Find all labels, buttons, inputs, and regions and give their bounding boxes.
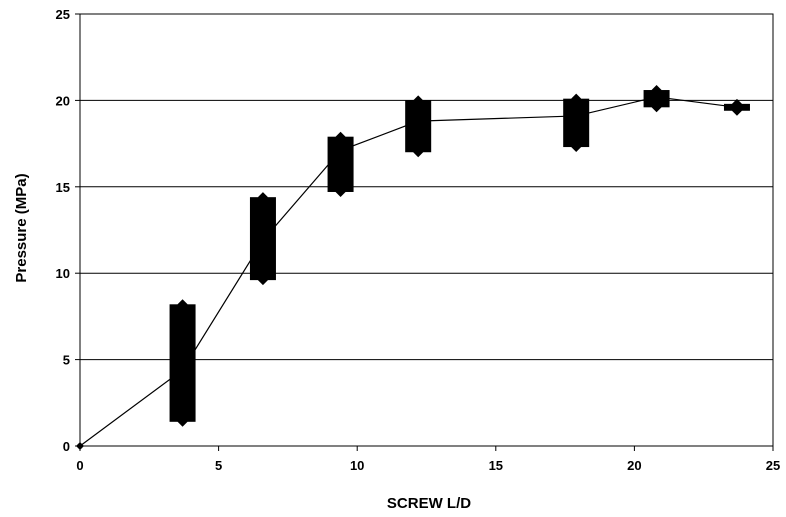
data-point-4: [414, 117, 423, 126]
data-point-1: [178, 365, 187, 374]
axes: [75, 13, 774, 451]
data-point-3: [336, 146, 345, 155]
range-bar-2: [327, 136, 354, 192]
plot-frame: [79, 13, 774, 447]
x-tick-label: 0: [76, 458, 83, 473]
range-high-marker-1: [257, 192, 268, 203]
range-high-marker-2: [335, 131, 346, 142]
data-series: [76, 92, 741, 450]
y-tick-label: 25: [56, 7, 70, 22]
x-tick-label: 25: [766, 458, 780, 473]
range-bar-0: [169, 304, 196, 422]
data-point-6: [652, 92, 661, 101]
y-tick-label: 15: [56, 180, 70, 195]
range-low-marker-3: [413, 147, 424, 158]
range-bar-4: [563, 98, 590, 148]
range-bar-3: [405, 100, 432, 153]
x-tick-label: 10: [350, 458, 364, 473]
x-tick-label: 20: [627, 458, 641, 473]
y-tick-label: 10: [56, 266, 70, 281]
range-low-marker-0: [177, 416, 188, 427]
data-point-5: [572, 111, 581, 120]
range-low-marker-2: [335, 186, 346, 197]
y-tick-label: 20: [56, 93, 70, 108]
data-point-7: [732, 103, 741, 112]
series-line-0: [79, 96, 738, 447]
x-tick-label: 5: [215, 458, 222, 473]
y-axis-title: Pressure (MPa): [13, 173, 30, 282]
tick-labels: 0 5 10 15 20 25 0 5 10 15 20 25: [56, 7, 781, 473]
y-tick-label: 0: [63, 439, 70, 454]
range-low-marker-4: [571, 142, 582, 153]
range-high-marker-4: [571, 93, 582, 104]
y-tick-label: 5: [63, 353, 70, 368]
data-point-2: [258, 236, 267, 245]
range-high-marker-0: [177, 299, 188, 310]
range-low-marker-5: [651, 102, 662, 113]
range-low-marker-1: [257, 275, 268, 286]
x-axis-title: SCREW L/D: [387, 495, 471, 512]
range-bars: [169, 85, 750, 427]
range-high-marker-5: [651, 85, 662, 96]
range-high-marker-3: [413, 95, 424, 106]
x-tick-label: 15: [489, 458, 503, 473]
